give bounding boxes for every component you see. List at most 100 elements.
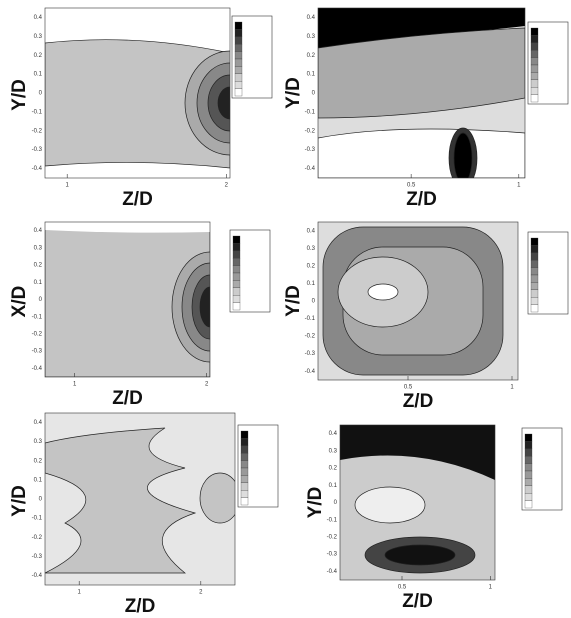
legend-swatch <box>524 441 533 449</box>
contour-plot: 0.4 0.3 0.2 0.1 0 -0.1 -0.2 -0.3 -0.4 1 2 Z/D Y/D <box>9 412 279 617</box>
y-tick-label: 0 <box>312 299 316 305</box>
legend-swatch <box>240 460 249 469</box>
legend-swatch <box>232 280 241 288</box>
legend-swatch <box>524 485 533 494</box>
y-tick-label: 0.1 <box>307 72 316 78</box>
y-tick-label: 0 <box>312 91 316 97</box>
contour <box>318 27 525 119</box>
legend-swatch <box>530 42 539 51</box>
y-tick-label: 0.4 <box>307 15 316 21</box>
legend-swatch <box>530 297 539 305</box>
y-tick-label: 0 <box>334 500 338 506</box>
x-tick-label: 1 <box>510 385 514 391</box>
y-tick-label: -0.3 <box>305 351 316 357</box>
y-tick-label: -0.2 <box>327 535 338 541</box>
plot-frame <box>44 7 231 179</box>
legend-swatch <box>240 438 249 446</box>
y-tick-label: 0.2 <box>34 458 43 464</box>
contour <box>45 39 230 169</box>
y-tick-label: -0.1 <box>32 516 43 522</box>
legend-swatch <box>240 475 249 483</box>
contour-plot: 0.4 0.3 0.2 0.1 0 -0.1 -0.2 -0.3 -0.4 0.5 1 Z/D Y/D <box>283 221 569 412</box>
x-axis-label: Z/D <box>406 189 437 210</box>
legend <box>527 231 569 315</box>
legend-swatch <box>232 258 241 266</box>
y-tick-label: 0 <box>39 91 43 97</box>
y-tick-label: 0.2 <box>34 53 43 59</box>
x-tick-label: 2 <box>205 382 209 388</box>
y-tick-label: -0.4 <box>305 369 316 375</box>
legend-swatch <box>240 430 249 439</box>
legend <box>527 21 569 105</box>
legend-swatch <box>530 94 539 103</box>
y-axis-label: Y/D <box>305 487 326 519</box>
x-axis-label: Z/D <box>402 591 433 612</box>
y-tick-label: -0.2 <box>32 332 43 338</box>
legend-swatch <box>234 21 243 30</box>
contour <box>45 222 210 233</box>
legend-swatch <box>232 235 241 244</box>
y-axis-label: Y/D <box>283 77 304 109</box>
x-tick-label: 1 <box>489 585 493 591</box>
y-axis-label: Y/D <box>9 485 30 517</box>
y-tick-label: 0.1 <box>34 477 43 483</box>
y-tick-label: -0.1 <box>327 517 338 523</box>
legend-swatch <box>524 478 533 486</box>
legend-swatch <box>524 433 533 442</box>
y-tick-label: 0.3 <box>329 448 338 454</box>
x-tick-label: 2 <box>199 590 203 596</box>
y-tick-label: 0.2 <box>34 263 43 269</box>
legend-swatch <box>234 73 243 82</box>
contour <box>199 472 235 524</box>
legend <box>229 229 271 313</box>
y-tick-label: 0.4 <box>307 228 316 234</box>
legend-swatch <box>530 35 539 43</box>
contour <box>217 86 230 120</box>
x-tick-label: 0.5 <box>398 585 407 591</box>
legend-swatch <box>530 27 539 36</box>
contour-plot: 0.4 0.3 0.2 0.1 0 -0.1 -0.2 -0.3 -0.4 1 2 Z/D X/D <box>9 221 271 409</box>
x-tick-label: 0.5 <box>407 183 416 189</box>
y-tick-label: 0.1 <box>307 281 316 287</box>
y-tick-label: -0.1 <box>32 109 43 115</box>
contour-plot: 0.4 0.3 0.2 0.1 0 -0.1 -0.2 -0.3 -0.4 0.5 1 Z/D Y/D <box>283 7 569 210</box>
legend-swatch <box>234 36 243 45</box>
legend-swatch <box>234 66 243 74</box>
x-tick-label: 1 <box>78 590 82 596</box>
x-tick-label: 1 <box>517 183 521 189</box>
legend-swatch <box>530 304 539 313</box>
y-tick-label: 0.3 <box>34 439 43 445</box>
contour-plot: 0.4 0.3 0.2 0.1 0 -0.1 -0.2 -0.3 -0.4 1 2 Z/D Y/D <box>9 7 273 210</box>
legend-swatch <box>530 57 539 66</box>
contour <box>367 283 399 301</box>
legend-swatch <box>530 282 539 290</box>
contour <box>340 425 495 480</box>
y-tick-label: 0.2 <box>307 263 316 269</box>
y-tick-label: -0.1 <box>305 316 316 322</box>
y-tick-label: -0.4 <box>305 166 316 172</box>
y-tick-label: 0.3 <box>307 246 316 252</box>
legend-swatch <box>524 500 533 509</box>
contour <box>354 486 426 524</box>
plot-frame <box>317 7 526 179</box>
y-tick-label: 0.2 <box>329 466 338 472</box>
legend-swatch <box>232 272 241 281</box>
contour <box>384 544 456 566</box>
contour <box>199 286 210 328</box>
plot-frame <box>339 424 496 581</box>
x-axis-label: Z/D <box>125 596 156 617</box>
legend-swatch <box>240 467 249 476</box>
y-tick-label: -0.4 <box>32 573 43 579</box>
y-axis-label: X/D <box>9 286 30 318</box>
x-tick-label: 1 <box>66 183 70 189</box>
x-tick-label: 2 <box>225 183 229 189</box>
legend <box>521 427 563 511</box>
legend-swatch <box>530 260 539 268</box>
y-tick-label: -0.2 <box>305 334 316 340</box>
y-tick-label: 0.4 <box>34 228 43 234</box>
legend-swatch <box>530 252 539 261</box>
legend-swatch <box>240 497 249 506</box>
legend-swatch <box>232 265 241 274</box>
y-tick-label: -0.3 <box>32 147 43 153</box>
